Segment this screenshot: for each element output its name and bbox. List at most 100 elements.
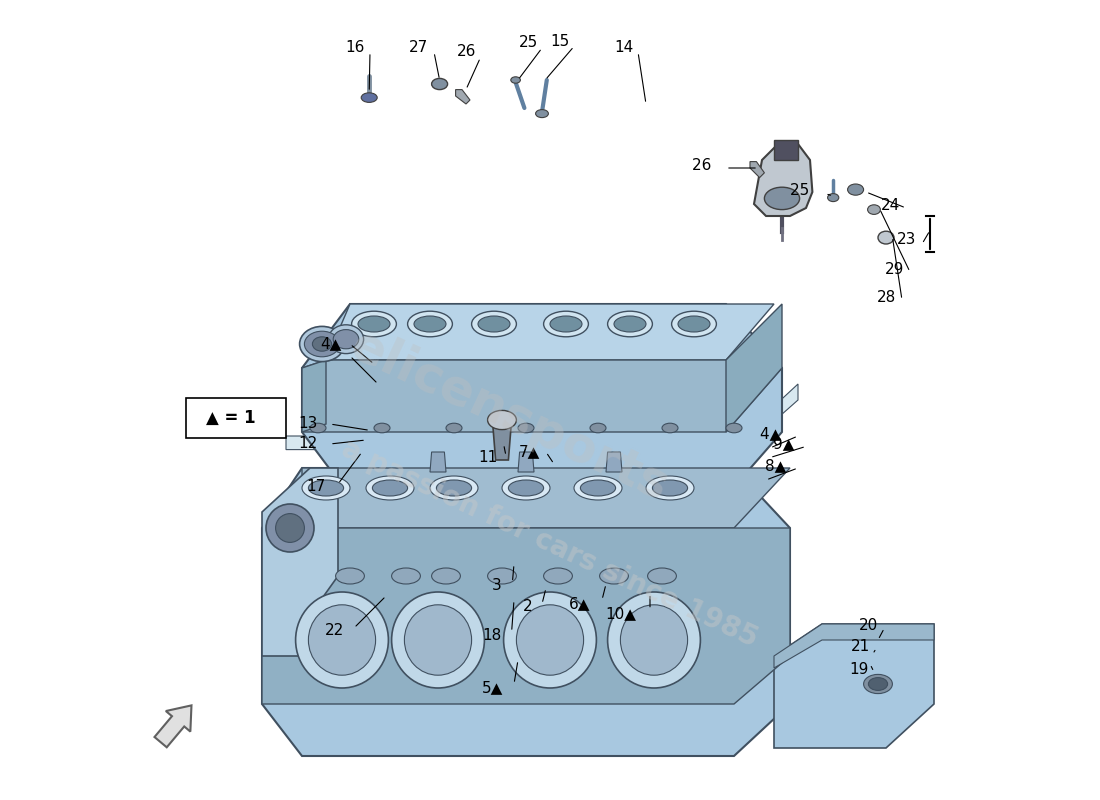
Text: elicensports: elicensports [343,321,676,511]
Ellipse shape [620,605,688,675]
Ellipse shape [299,326,344,362]
Ellipse shape [361,93,377,102]
Text: 7▲: 7▲ [519,445,540,459]
Text: 25: 25 [790,183,814,198]
Text: a passion for cars since 1985: a passion for cars since 1985 [338,435,762,653]
Ellipse shape [878,231,894,244]
Ellipse shape [478,316,510,332]
Ellipse shape [550,316,582,332]
Ellipse shape [672,311,716,337]
Text: 26: 26 [456,45,476,59]
Text: 28: 28 [877,290,896,305]
Ellipse shape [827,194,839,202]
Polygon shape [430,452,446,472]
Text: 6▲: 6▲ [569,597,590,611]
Ellipse shape [431,568,461,584]
Ellipse shape [536,110,549,118]
Polygon shape [262,468,790,756]
Ellipse shape [392,592,484,688]
Ellipse shape [662,423,678,433]
Ellipse shape [430,476,478,500]
Polygon shape [302,304,782,496]
Ellipse shape [266,504,314,552]
Ellipse shape [431,78,448,90]
Ellipse shape [276,514,305,542]
Ellipse shape [502,476,550,500]
Polygon shape [493,420,512,460]
Polygon shape [750,162,764,178]
Polygon shape [302,360,782,432]
Polygon shape [774,624,934,668]
Polygon shape [302,360,326,432]
Text: 18: 18 [483,629,502,643]
Polygon shape [754,144,813,216]
Ellipse shape [408,311,452,337]
Text: ▲ = 1: ▲ = 1 [206,409,255,426]
Ellipse shape [487,568,516,584]
Ellipse shape [487,410,516,430]
Ellipse shape [518,423,534,433]
Text: 4▲: 4▲ [760,426,786,441]
FancyBboxPatch shape [186,398,286,438]
Polygon shape [262,468,338,656]
Text: 9▲: 9▲ [772,437,794,451]
Polygon shape [302,468,790,528]
Polygon shape [326,304,774,360]
Text: 29: 29 [886,262,904,277]
Ellipse shape [374,423,390,433]
Ellipse shape [590,423,606,433]
Ellipse shape [648,568,676,584]
Text: 15: 15 [551,34,570,49]
Ellipse shape [302,476,350,500]
Text: 12: 12 [299,437,318,451]
Polygon shape [262,528,790,704]
Ellipse shape [366,476,414,500]
Ellipse shape [868,678,888,690]
Text: 26: 26 [692,158,716,173]
Text: 5▲: 5▲ [482,681,504,695]
Ellipse shape [296,592,388,688]
Polygon shape [774,140,798,160]
Text: 23: 23 [896,233,916,247]
Ellipse shape [574,476,622,500]
Ellipse shape [405,605,472,675]
Ellipse shape [336,568,364,584]
Ellipse shape [333,330,359,349]
Text: 16: 16 [345,41,364,55]
Text: 24: 24 [881,198,901,213]
Text: 27: 27 [409,41,428,55]
Ellipse shape [543,311,588,337]
Ellipse shape [848,184,864,195]
Ellipse shape [329,325,364,354]
Ellipse shape [607,592,701,688]
Text: 21: 21 [850,639,870,654]
Text: 25: 25 [519,35,538,50]
Ellipse shape [446,423,462,433]
Ellipse shape [504,592,596,688]
Polygon shape [606,452,621,472]
Text: 20: 20 [859,618,878,633]
Ellipse shape [678,316,710,332]
Ellipse shape [581,480,616,496]
Ellipse shape [516,605,584,675]
Text: 17: 17 [307,479,326,494]
Ellipse shape [864,674,892,694]
Text: 14: 14 [615,41,634,55]
Text: 13: 13 [298,417,318,431]
Ellipse shape [472,311,516,337]
Text: 22: 22 [326,623,344,638]
Ellipse shape [358,316,390,332]
Ellipse shape [312,337,331,351]
Ellipse shape [305,331,340,357]
Text: 19: 19 [849,662,868,677]
Ellipse shape [373,480,408,496]
Polygon shape [154,706,191,747]
Ellipse shape [614,316,646,332]
Polygon shape [726,304,782,432]
Ellipse shape [437,480,472,496]
Ellipse shape [607,311,652,337]
Ellipse shape [600,568,628,584]
Ellipse shape [652,480,688,496]
Text: 8▲: 8▲ [764,458,786,473]
Ellipse shape [764,187,800,210]
